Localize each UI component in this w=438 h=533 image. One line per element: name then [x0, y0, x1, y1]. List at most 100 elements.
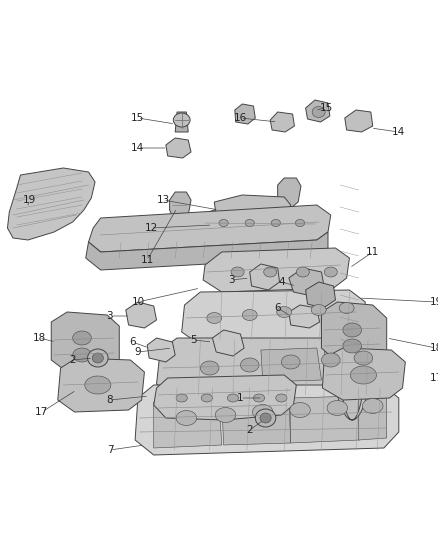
Polygon shape: [289, 305, 320, 328]
Text: 19: 19: [429, 297, 438, 307]
Text: 3: 3: [228, 275, 234, 285]
Polygon shape: [222, 398, 291, 445]
Text: 17: 17: [429, 373, 438, 383]
Polygon shape: [200, 205, 321, 240]
Ellipse shape: [219, 220, 228, 227]
Ellipse shape: [271, 220, 280, 227]
Polygon shape: [359, 396, 387, 440]
Text: 6: 6: [129, 337, 136, 347]
Ellipse shape: [207, 312, 222, 324]
Text: 4: 4: [278, 277, 285, 287]
Text: 14: 14: [131, 143, 145, 153]
Text: 15: 15: [131, 113, 145, 123]
Ellipse shape: [201, 394, 212, 402]
Polygon shape: [328, 319, 376, 420]
Polygon shape: [306, 100, 330, 122]
Polygon shape: [321, 302, 387, 362]
Polygon shape: [203, 248, 350, 292]
Ellipse shape: [264, 267, 277, 277]
Ellipse shape: [327, 400, 348, 416]
Ellipse shape: [255, 409, 276, 427]
Ellipse shape: [324, 267, 337, 277]
Polygon shape: [261, 348, 321, 382]
Polygon shape: [126, 302, 156, 328]
Polygon shape: [345, 110, 373, 132]
Ellipse shape: [277, 306, 292, 318]
Polygon shape: [7, 168, 95, 240]
Polygon shape: [154, 375, 297, 420]
Polygon shape: [278, 178, 301, 208]
Ellipse shape: [350, 366, 376, 384]
Text: 18: 18: [32, 333, 46, 343]
Ellipse shape: [253, 405, 273, 419]
Ellipse shape: [88, 349, 108, 367]
Ellipse shape: [200, 361, 219, 375]
Ellipse shape: [73, 348, 91, 362]
Polygon shape: [306, 282, 336, 308]
Polygon shape: [212, 330, 244, 356]
Ellipse shape: [215, 408, 236, 423]
Ellipse shape: [281, 355, 300, 369]
Text: 3: 3: [106, 311, 113, 321]
Polygon shape: [170, 192, 191, 220]
Polygon shape: [135, 385, 399, 455]
Text: 13: 13: [156, 195, 170, 205]
Text: 11: 11: [141, 255, 154, 265]
Ellipse shape: [176, 394, 187, 402]
Ellipse shape: [245, 220, 254, 227]
Text: 18: 18: [429, 343, 438, 353]
Text: 8: 8: [106, 395, 113, 405]
Polygon shape: [235, 104, 255, 124]
Polygon shape: [147, 338, 175, 362]
Ellipse shape: [173, 113, 190, 127]
Text: 19: 19: [23, 195, 36, 205]
Polygon shape: [322, 348, 405, 400]
Ellipse shape: [242, 310, 257, 320]
Polygon shape: [58, 358, 145, 412]
Polygon shape: [214, 195, 291, 218]
Polygon shape: [156, 338, 380, 402]
Polygon shape: [270, 112, 294, 132]
Text: 15: 15: [319, 103, 333, 113]
Text: 6: 6: [274, 303, 281, 313]
Ellipse shape: [339, 303, 354, 313]
Ellipse shape: [354, 351, 373, 365]
Ellipse shape: [92, 353, 103, 363]
Ellipse shape: [321, 353, 340, 367]
Text: 14: 14: [392, 127, 406, 137]
Ellipse shape: [312, 107, 325, 117]
Ellipse shape: [231, 267, 244, 277]
Polygon shape: [154, 400, 222, 448]
Ellipse shape: [276, 394, 287, 402]
Text: 12: 12: [145, 223, 158, 233]
Ellipse shape: [363, 399, 383, 414]
Ellipse shape: [176, 410, 197, 425]
Text: 11: 11: [366, 247, 379, 257]
Polygon shape: [324, 348, 356, 380]
Ellipse shape: [343, 323, 361, 337]
Text: 10: 10: [131, 297, 145, 307]
Polygon shape: [289, 268, 324, 296]
Ellipse shape: [260, 413, 271, 423]
Text: 1: 1: [237, 393, 244, 403]
Ellipse shape: [73, 331, 91, 345]
Polygon shape: [86, 232, 328, 270]
Text: 16: 16: [234, 113, 247, 123]
Text: 2: 2: [69, 355, 76, 365]
Text: 2: 2: [247, 425, 253, 435]
Text: 9: 9: [134, 347, 141, 357]
Text: 17: 17: [35, 407, 49, 417]
Polygon shape: [51, 312, 119, 372]
Polygon shape: [182, 290, 365, 345]
Ellipse shape: [311, 304, 326, 316]
Ellipse shape: [85, 376, 111, 394]
Polygon shape: [166, 138, 191, 158]
Text: 5: 5: [191, 335, 197, 345]
Ellipse shape: [295, 220, 305, 227]
Ellipse shape: [254, 394, 265, 402]
Ellipse shape: [240, 358, 259, 372]
Ellipse shape: [343, 339, 361, 353]
Ellipse shape: [290, 402, 310, 417]
Ellipse shape: [227, 394, 239, 402]
Polygon shape: [175, 112, 188, 132]
